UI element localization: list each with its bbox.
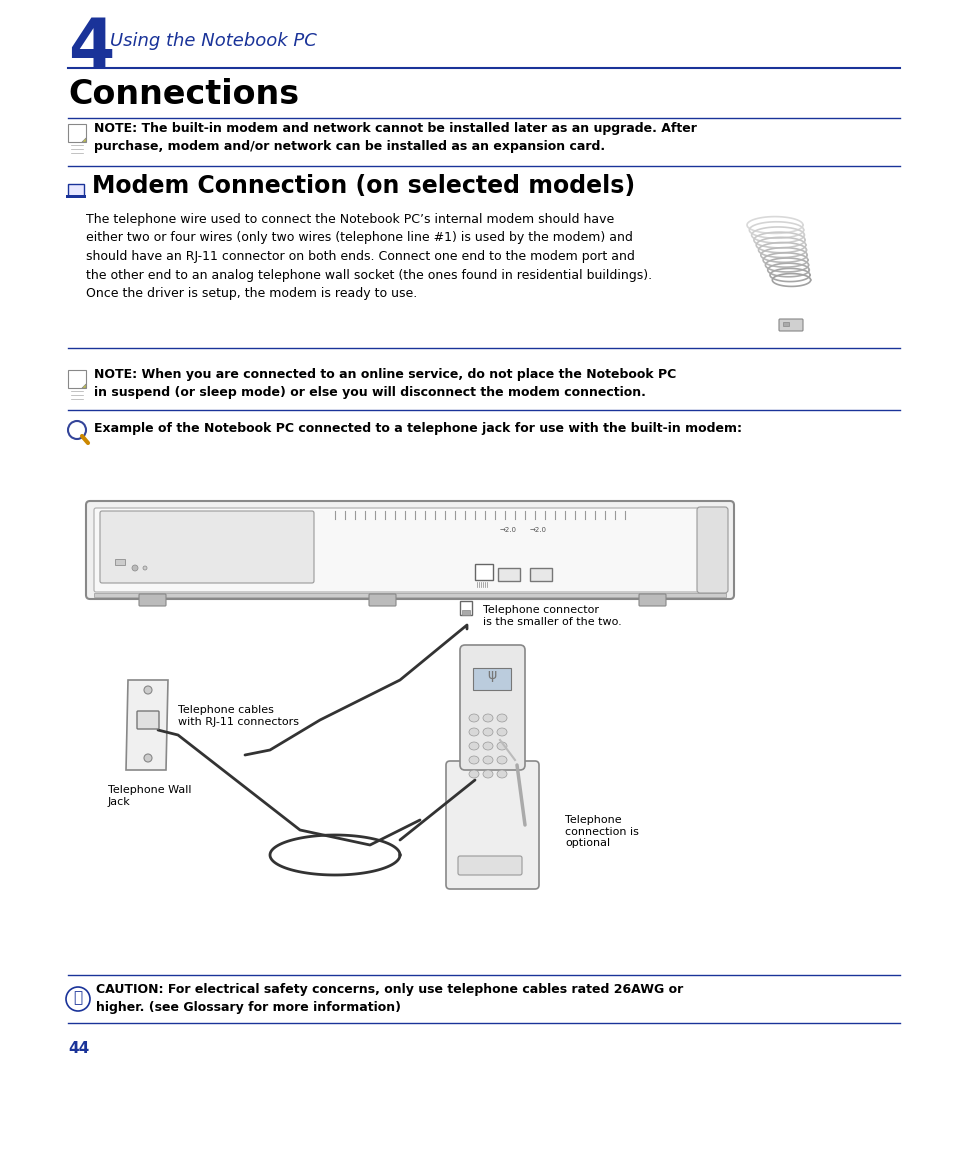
Bar <box>68 124 86 142</box>
Bar <box>530 568 552 581</box>
Ellipse shape <box>469 742 478 750</box>
Circle shape <box>143 566 147 571</box>
FancyBboxPatch shape <box>446 761 538 889</box>
Ellipse shape <box>482 728 493 736</box>
Text: CAUTION: For electrical safety concerns, only use telephone cables rated 26AWG o: CAUTION: For electrical safety concerns,… <box>96 983 682 1014</box>
Text: Example of the Notebook PC connected to a telephone jack for use with the built-: Example of the Notebook PC connected to … <box>94 422 741 435</box>
Bar <box>115 559 125 565</box>
Text: Connections: Connections <box>68 79 299 111</box>
Bar <box>66 195 86 198</box>
Text: Telephone
connection is
optional: Telephone connection is optional <box>564 815 639 848</box>
Ellipse shape <box>482 742 493 750</box>
Ellipse shape <box>469 770 478 778</box>
Ellipse shape <box>497 757 506 763</box>
Polygon shape <box>82 383 86 388</box>
Bar <box>473 668 511 690</box>
Ellipse shape <box>469 728 478 736</box>
Ellipse shape <box>497 742 506 750</box>
Ellipse shape <box>469 757 478 763</box>
Ellipse shape <box>482 714 493 722</box>
Text: 44: 44 <box>68 1041 90 1056</box>
Text: The telephone wire used to connect the Notebook PC’s internal modem should have
: The telephone wire used to connect the N… <box>86 213 652 300</box>
Text: ✋: ✋ <box>73 991 83 1006</box>
Polygon shape <box>126 680 168 770</box>
Bar <box>475 564 493 580</box>
Circle shape <box>132 565 138 571</box>
FancyBboxPatch shape <box>779 319 802 331</box>
Text: Telephone Wall
Jack: Telephone Wall Jack <box>108 785 192 806</box>
Bar <box>782 322 788 326</box>
Text: →2.0: →2.0 <box>499 527 517 532</box>
Text: Telephone connector
is the smaller of the two.: Telephone connector is the smaller of th… <box>482 605 621 627</box>
Text: ψ: ψ <box>487 668 497 681</box>
Bar <box>497 568 519 581</box>
Ellipse shape <box>469 714 478 722</box>
Text: NOTE: The built-in modem and network cannot be installed later as an upgrade. Af: NOTE: The built-in modem and network can… <box>94 122 696 152</box>
FancyBboxPatch shape <box>86 501 733 599</box>
Bar <box>68 370 86 388</box>
FancyBboxPatch shape <box>369 594 395 606</box>
FancyBboxPatch shape <box>94 508 725 593</box>
Bar <box>94 593 725 597</box>
FancyBboxPatch shape <box>459 644 524 770</box>
Text: Using the Notebook PC: Using the Notebook PC <box>110 32 316 50</box>
Bar <box>459 601 472 614</box>
Ellipse shape <box>497 770 506 778</box>
Text: 4: 4 <box>68 15 114 81</box>
Circle shape <box>144 686 152 694</box>
Bar <box>461 610 470 614</box>
Bar <box>68 184 84 196</box>
FancyBboxPatch shape <box>100 511 314 583</box>
Ellipse shape <box>482 757 493 763</box>
Ellipse shape <box>497 714 506 722</box>
Text: NOTE: When you are connected to an online service, do not place the Notebook PC
: NOTE: When you are connected to an onlin… <box>94 368 676 398</box>
FancyBboxPatch shape <box>137 711 159 729</box>
Text: →2.0: →2.0 <box>530 527 546 532</box>
FancyBboxPatch shape <box>697 507 727 593</box>
Circle shape <box>144 754 152 762</box>
FancyBboxPatch shape <box>639 594 665 606</box>
Text: Telephone cables
with RJ-11 connectors: Telephone cables with RJ-11 connectors <box>178 705 298 726</box>
FancyBboxPatch shape <box>457 856 521 875</box>
FancyBboxPatch shape <box>139 594 166 606</box>
Ellipse shape <box>497 728 506 736</box>
Text: Modem Connection (on selected models): Modem Connection (on selected models) <box>91 174 635 198</box>
Ellipse shape <box>482 770 493 778</box>
Polygon shape <box>82 137 86 142</box>
